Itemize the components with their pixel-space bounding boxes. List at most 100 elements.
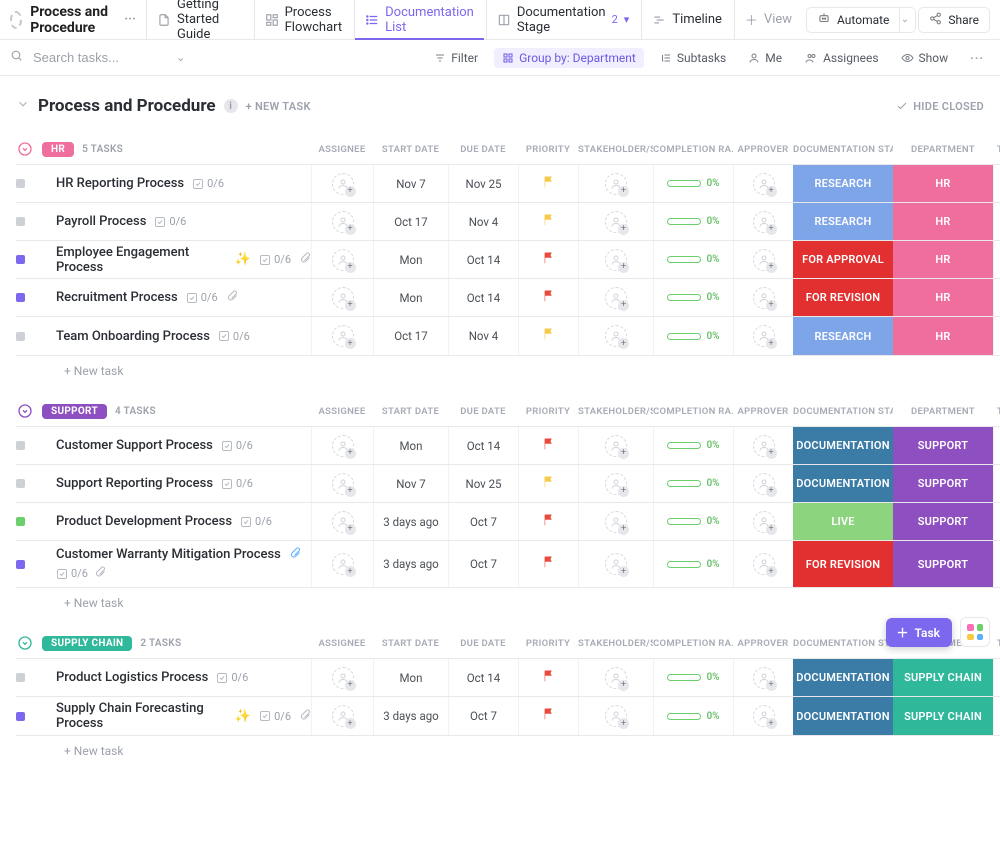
assignee-placeholder[interactable]: +: [753, 667, 775, 689]
column-header[interactable]: APPROVER: [733, 144, 793, 155]
assignee-placeholder[interactable]: +: [605, 173, 627, 195]
dept-tag[interactable]: SUPPORT: [893, 541, 993, 587]
dept-tag[interactable]: SUPPLY CHAIN: [893, 659, 993, 696]
column-header[interactable]: STAKEHOLDER/S: [578, 144, 653, 155]
priority-flag[interactable]: [542, 175, 556, 193]
tab-documentation-stage[interactable]: Documentation Stage 2 ▾: [486, 0, 639, 40]
assignee-placeholder[interactable]: +: [753, 435, 775, 457]
task-name[interactable]: Support Reporting Process: [56, 476, 213, 491]
dept-tag[interactable]: HR: [893, 279, 993, 316]
subtask-count[interactable]: 0/6: [240, 515, 272, 528]
task-row[interactable]: Product Logistics Process 0/6+MonOct 14+…: [16, 659, 1000, 697]
status-square[interactable]: [16, 441, 25, 450]
more-options-button[interactable]: ···: [964, 48, 990, 68]
assignee-placeholder[interactable]: +: [753, 705, 775, 727]
subtask-count[interactable]: 0/6: [218, 330, 250, 343]
subtask-count[interactable]: 0/6: [259, 253, 291, 266]
stage-tag[interactable]: RESEARCH: [793, 165, 893, 202]
start-date[interactable]: Mon: [400, 439, 423, 453]
status-square[interactable]: [16, 673, 25, 682]
task-name[interactable]: HR Reporting Process: [56, 176, 184, 191]
column-header[interactable]: COMPLETION RA...: [653, 406, 733, 417]
assignee-placeholder[interactable]: +: [753, 511, 775, 533]
task-name[interactable]: Customer Warranty Mitigation Process: [56, 547, 281, 562]
task-row[interactable]: Recruitment Process 0/6+MonOct 14+0%+FOR…: [16, 279, 1000, 317]
assignee-placeholder[interactable]: +: [753, 211, 775, 233]
column-header[interactable]: DUE DATE: [448, 144, 518, 155]
column-header[interactable]: DOCUMENTATION STAGE: [793, 144, 893, 155]
new-task-row[interactable]: + New task: [16, 736, 1000, 766]
search-expand-icon[interactable]: ⌄: [176, 51, 185, 64]
subtasks-button[interactable]: Subtasks: [654, 48, 732, 68]
assignee-placeholder[interactable]: +: [753, 249, 775, 271]
assignee-placeholder[interactable]: +: [605, 287, 627, 309]
column-header[interactable]: TY: [993, 638, 1000, 649]
stage-tag[interactable]: DOCUMENTATION: [793, 465, 893, 502]
attachment-icon[interactable]: [299, 252, 311, 267]
start-date[interactable]: 3 days ago: [383, 557, 438, 571]
assignee-placeholder[interactable]: +: [605, 249, 627, 271]
dept-tag[interactable]: HR: [893, 203, 993, 240]
column-header[interactable]: ASSIGNEE: [311, 144, 373, 155]
status-square[interactable]: [16, 217, 25, 226]
start-date[interactable]: Nov 7: [396, 177, 426, 191]
column-header[interactable]: DEPARTMENT: [893, 406, 993, 417]
due-date[interactable]: Nov 4: [469, 215, 499, 229]
new-task-row[interactable]: + New task: [16, 356, 1000, 386]
status-square[interactable]: [16, 712, 25, 721]
status-square[interactable]: [16, 479, 25, 488]
completion[interactable]: 0%: [667, 559, 719, 570]
tab-documentation-list[interactable]: Documentation List: [354, 0, 484, 40]
task-name[interactable]: Team Onboarding Process: [56, 329, 210, 344]
tab-getting-started[interactable]: Getting Started Guide: [146, 0, 252, 40]
new-task-fab[interactable]: ＋ Task: [886, 618, 952, 647]
hide-closed-button[interactable]: HIDE CLOSED: [896, 100, 984, 113]
start-date[interactable]: Nov 7: [396, 477, 426, 491]
priority-flag[interactable]: [542, 213, 556, 231]
task-name[interactable]: Product Development Process: [56, 514, 232, 529]
share-button[interactable]: Share: [918, 7, 990, 33]
dept-tag[interactable]: SUPPORT: [893, 503, 993, 540]
assignee-placeholder[interactable]: +: [332, 511, 354, 533]
assignee-placeholder[interactable]: +: [753, 287, 775, 309]
group-toggle[interactable]: [16, 140, 34, 158]
task-name[interactable]: Customer Support Process: [56, 438, 213, 453]
task-name[interactable]: Employee Engagement Process: [56, 245, 223, 275]
start-date[interactable]: Mon: [400, 291, 423, 305]
new-task-row[interactable]: + New task: [16, 588, 1000, 618]
assignee-placeholder[interactable]: +: [332, 667, 354, 689]
dept-tag[interactable]: SUPPLY CHAIN: [893, 697, 993, 735]
dept-tag[interactable]: HR: [893, 241, 993, 278]
stage-tag[interactable]: RESEARCH: [793, 203, 893, 240]
due-date[interactable]: Nov 25: [465, 177, 501, 191]
column-header[interactable]: DEPARTMENT: [893, 144, 993, 155]
stage-tag[interactable]: FOR REVISION: [793, 541, 893, 587]
subtask-count[interactable]: 0/6: [154, 215, 186, 228]
subtask-count[interactable]: 0/6: [216, 671, 248, 684]
group-tag[interactable]: HR: [42, 142, 74, 157]
subtask-count[interactable]: 0/6: [259, 710, 291, 723]
due-date[interactable]: Oct 14: [467, 439, 500, 453]
dept-tag[interactable]: SUPPORT: [893, 427, 993, 464]
completion[interactable]: 0%: [667, 672, 719, 683]
column-header[interactable]: ASSIGNEE: [311, 406, 373, 417]
priority-flag[interactable]: [542, 707, 556, 725]
start-date[interactable]: Oct 17: [394, 329, 427, 343]
column-header[interactable]: COMPLETION RA...: [653, 144, 733, 155]
start-date[interactable]: Oct 17: [394, 215, 427, 229]
assignee-placeholder[interactable]: +: [605, 435, 627, 457]
group-tag[interactable]: SUPPLY CHAIN: [42, 636, 132, 651]
new-task-button[interactable]: + NEW TASK: [246, 100, 311, 113]
column-header[interactable]: START DATE: [373, 638, 448, 649]
apps-button[interactable]: [960, 617, 990, 647]
completion[interactable]: 0%: [667, 216, 719, 227]
completion[interactable]: 0%: [667, 254, 719, 265]
assignee-placeholder[interactable]: +: [332, 211, 354, 233]
assignee-placeholder[interactable]: +: [753, 473, 775, 495]
column-header[interactable]: DOCUMENTATION STAGE: [793, 638, 893, 649]
attachment-icon[interactable]: [94, 566, 106, 581]
attachment-icon[interactable]: [226, 290, 238, 305]
assignees-button[interactable]: Assignees: [798, 48, 884, 68]
priority-flag[interactable]: [542, 475, 556, 493]
column-header[interactable]: APPROVER: [733, 638, 793, 649]
